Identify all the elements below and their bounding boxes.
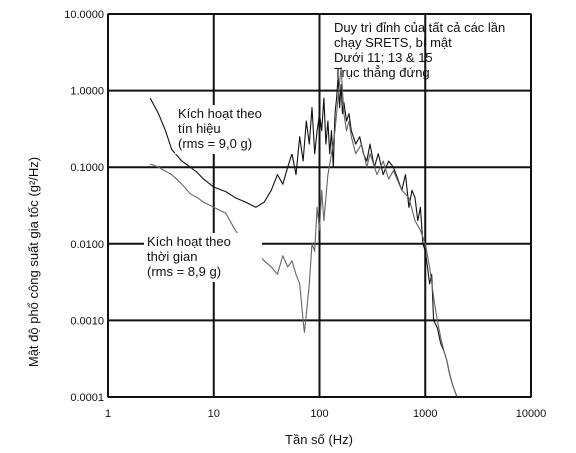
y-tick-label: 1.0000 [70,86,104,98]
y-tick-label: 0.1000 [70,162,104,174]
annotation-background [175,105,293,154]
y-tick-label: 0.0100 [70,239,104,251]
y-tick-label: 0.0010 [70,315,104,327]
x-tick-label: 1 [105,408,111,420]
annotation-line: tín hiệu [178,121,221,136]
plot-frame [107,13,532,398]
annotation-line: Kích hoạt theo [178,106,262,121]
annotation-line: Dưới 11; 13 & 15 [334,50,433,65]
annotation-line: chạy SRETS, bí mật [334,35,452,50]
annotation-line: (rms = 8,9 g) [147,264,221,279]
annotation-line: (rms = 9,0 g) [178,136,252,151]
annotation-line: Trục thẳng đứng [334,65,430,80]
x-tick-labels: 1 10 100 1000 10000 [105,408,546,420]
annotation-line: Duy trì đỉnh của tất cả các lần [334,20,505,35]
annotation-line: Kích hoạt theo [147,234,231,249]
y-tick-label: 0.0001 [70,392,104,404]
y-tick-label: 10.0000 [64,9,104,21]
grid-lines [107,13,532,398]
annotation-line: thời gian [147,249,197,264]
series-signal-trigger-line [149,76,458,398]
y-axis-title: Mật độ phổ công suất gia tốc (g²/Hz) [26,157,41,367]
annotation-background [144,233,262,282]
x-tick-label: 100 [310,408,328,420]
x-axis-title: Tần số (Hz) [285,432,353,447]
x-tick-label: 10000 [516,408,547,420]
x-tick-label: 1000 [413,408,437,420]
y-tick-labels: 0.0001 0.0010 0.0100 0.1000 1.0000 10.0000 [64,9,104,404]
x-tick-label: 10 [208,408,220,420]
